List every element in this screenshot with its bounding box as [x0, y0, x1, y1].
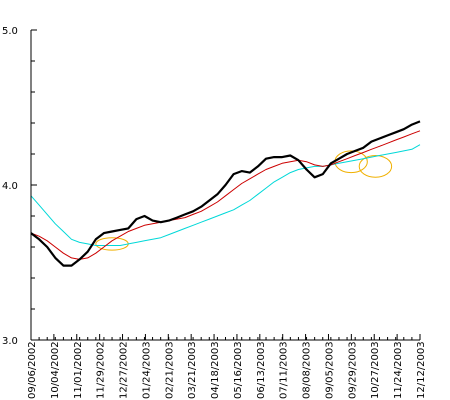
x-tick-label: 05/16/2003	[233, 341, 244, 399]
series-line-black	[30, 120, 421, 267]
highlight-ellipse	[95, 237, 129, 251]
x-tick-label: 07/11/2003	[279, 341, 290, 399]
x-tick-label: 09/06/2002	[27, 341, 38, 399]
x-tick-label: 11/29/2002	[96, 341, 107, 399]
x-tick-label: 10/27/2003	[370, 341, 381, 399]
x-tick-label: 08/08/2003	[302, 341, 313, 399]
series-layer	[30, 120, 421, 267]
axes	[30, 29, 421, 341]
x-tick-label: 12/12/2003	[416, 341, 427, 399]
x-tick-label: 11/01/2002	[73, 341, 84, 399]
y-tick-label: 5.0	[2, 26, 18, 37]
x-tick-label: 03/21/2003	[187, 341, 198, 399]
annotations	[95, 150, 393, 251]
highlight-ellipse	[358, 155, 393, 178]
tick-labels: 3.0 4.0 5.0 09/06/2002 10/04/2002 11/01/2002 1…	[2, 26, 427, 399]
x-tick-label: 10/04/2002	[50, 341, 61, 399]
x-tick-label: 12/27/2002	[119, 341, 130, 399]
x-tick-label: 11/24/2003	[393, 341, 404, 399]
x-tick-label: 04/18/2003	[210, 341, 221, 399]
x-tick-label: 01/24/2003	[141, 341, 152, 399]
x-tick-label: 06/13/2003	[256, 341, 267, 399]
series-line-red	[30, 130, 421, 260]
y-tick-label: 3.0	[2, 336, 18, 347]
x-tick-label: 09/05/2003	[324, 341, 335, 399]
x-tick-label: 09/29/2003	[347, 341, 358, 399]
x-tick-label: 02/21/2003	[164, 341, 175, 399]
series-line-cyan	[30, 144, 421, 246]
y-tick-label: 4.0	[2, 181, 18, 192]
